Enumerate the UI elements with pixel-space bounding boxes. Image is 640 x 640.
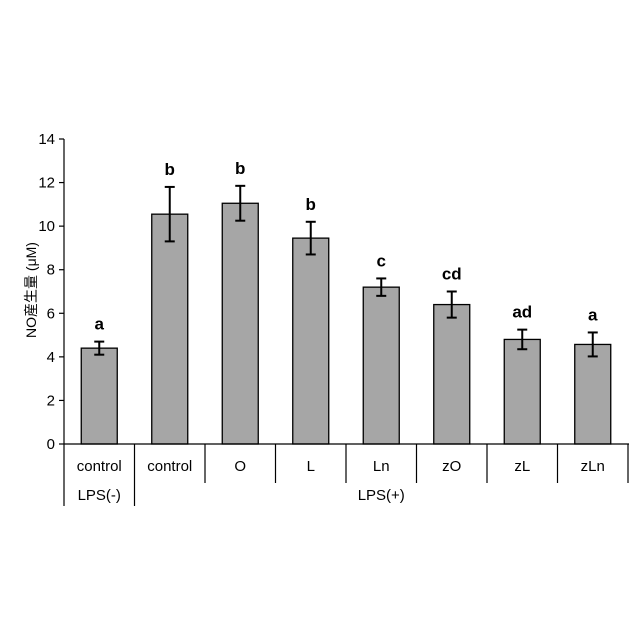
category-label: O (234, 458, 246, 475)
category-label: control (147, 458, 192, 475)
y-tick-label: 10 (38, 218, 55, 235)
group-label: LPS(-) (78, 487, 121, 504)
bar (222, 203, 258, 444)
y-axis-title: NO産生量 (μM) (23, 242, 39, 338)
y-tick-label: 6 (47, 305, 55, 322)
significance-label: b (165, 160, 175, 179)
group-label: LPS(+) (358, 487, 405, 504)
bar (81, 348, 117, 444)
category-label: zL (514, 458, 530, 475)
y-tick-label: 12 (38, 175, 55, 192)
y-tick-label: 0 (47, 436, 55, 453)
y-tick-label: 8 (47, 262, 55, 279)
significance-label: a (588, 305, 598, 324)
significance-label: b (235, 159, 245, 178)
significance-label: b (306, 195, 316, 214)
bar (504, 339, 540, 444)
significance-label: ad (512, 303, 532, 322)
bar (363, 287, 399, 444)
significance-label: a (95, 315, 105, 334)
category-label: zLn (581, 458, 605, 475)
bar (575, 344, 611, 444)
category-label: control (77, 458, 122, 475)
category-label: L (307, 458, 315, 475)
category-label: zO (442, 458, 461, 475)
bar (152, 214, 188, 444)
bar (434, 305, 470, 444)
y-tick-label: 4 (47, 349, 55, 366)
category-label: Ln (373, 458, 390, 475)
bar (293, 238, 329, 444)
significance-label: cd (442, 265, 462, 284)
bars (81, 203, 611, 444)
significance-label: c (377, 251, 386, 270)
y-tick-label: 14 (38, 131, 55, 148)
y-axis: 0 2 4 6 8 10 12 14 (38, 131, 64, 453)
y-tick-label: 2 (47, 392, 55, 409)
x-axis: control control O L Ln zO zL zLn LPS(-) LPS(+) (64, 444, 629, 506)
